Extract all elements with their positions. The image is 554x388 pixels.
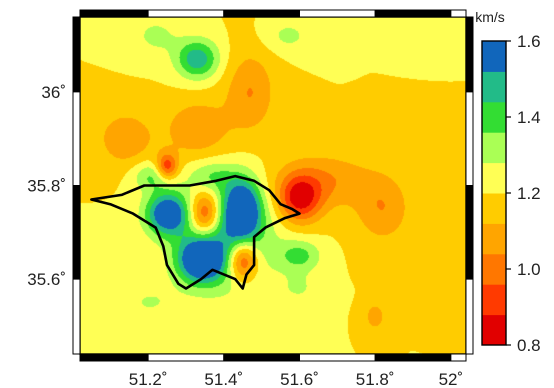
colorbar-tick-label: 1.4 bbox=[517, 108, 541, 127]
colorbar-tick-label: 0.8 bbox=[517, 336, 541, 355]
frame-segment-top bbox=[374, 9, 452, 18]
colorbar-block bbox=[482, 253, 506, 285]
x-axis: 51.2˚ 51.4˚ 51.6˚ 51.8˚ 52˚ bbox=[129, 370, 463, 388]
frame-segment-top bbox=[223, 9, 300, 18]
frame-segment-top bbox=[147, 9, 225, 18]
x-tick-label: 52˚ bbox=[439, 370, 464, 388]
colorbar-block bbox=[482, 41, 506, 72]
frame-segment-bottom bbox=[450, 353, 467, 362]
colorbar-unit-label: km/s bbox=[475, 9, 505, 25]
colorbar-block bbox=[482, 193, 506, 224]
frame-segment-top bbox=[298, 9, 376, 18]
velocity-heatmap bbox=[80, 17, 466, 354]
frame-segment-top bbox=[79, 9, 149, 18]
frame-segment-bottom bbox=[223, 353, 300, 362]
y-tick-label: 35.6˚ bbox=[27, 270, 66, 289]
colorbar: km/s 0.8 1.0 1.2 1.4 1.6 bbox=[475, 9, 540, 355]
y-tick-label: 36˚ bbox=[41, 83, 66, 102]
colorbar-tick-label: 1.0 bbox=[517, 260, 541, 279]
colorbar-tick-label: 1.6 bbox=[517, 32, 541, 51]
colorbar-block bbox=[482, 101, 506, 133]
colorbar-block bbox=[482, 71, 506, 103]
colorbar-block bbox=[482, 284, 506, 316]
frame-segment-right bbox=[465, 16, 474, 93]
y-axis: 36˚ 35.8˚ 35.6˚ bbox=[27, 83, 66, 289]
frame-segment-right bbox=[465, 185, 474, 280]
frame-segment-top bbox=[450, 9, 467, 18]
plot-area bbox=[80, 17, 466, 354]
frame-segment-bottom bbox=[79, 353, 149, 362]
colorbar-block bbox=[482, 314, 506, 346]
frame-segment-left bbox=[72, 16, 81, 93]
city-boundary-outline bbox=[90, 174, 301, 290]
frame-segment-bottom bbox=[298, 353, 376, 362]
frame-segment-left bbox=[72, 185, 81, 280]
x-tick-label: 51.4˚ bbox=[204, 370, 243, 388]
x-tick-label: 51.6˚ bbox=[280, 370, 319, 388]
y-tick-label: 35.8˚ bbox=[27, 177, 66, 196]
frame-segment-right bbox=[465, 91, 474, 186]
colorbar-block bbox=[482, 132, 506, 164]
frame-segment-left bbox=[72, 278, 81, 355]
frame-segment-right bbox=[465, 278, 474, 355]
colorbar-block bbox=[482, 162, 506, 194]
map-frame bbox=[72, 9, 474, 362]
colorbar-ticks: 0.8 1.0 1.2 1.4 1.6 bbox=[506, 32, 541, 355]
x-tick-label: 51.2˚ bbox=[129, 370, 168, 388]
colorbar-tick-label: 1.2 bbox=[517, 184, 541, 203]
frame-segment-bottom bbox=[374, 353, 452, 362]
colorbar-blocks bbox=[481, 40, 507, 346]
frame-segment-bottom bbox=[147, 353, 225, 362]
colorbar-block bbox=[482, 223, 506, 255]
x-tick-label: 51.8˚ bbox=[356, 370, 395, 388]
frame-segment-left bbox=[72, 91, 81, 186]
